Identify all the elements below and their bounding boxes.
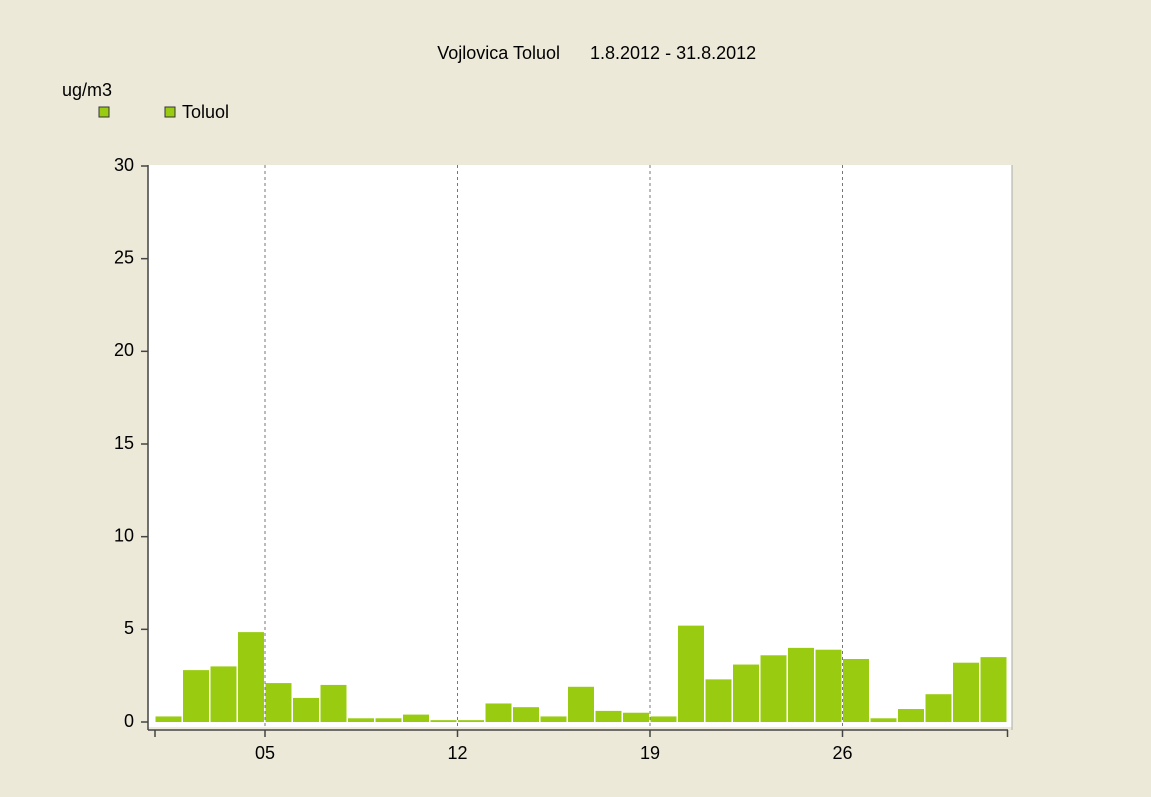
y-axis-label: ug/m3 bbox=[62, 80, 112, 100]
bar bbox=[238, 632, 264, 722]
bar bbox=[760, 655, 787, 722]
bar bbox=[595, 710, 622, 722]
bar bbox=[403, 714, 429, 722]
legend-swatch bbox=[164, 106, 176, 118]
bar bbox=[925, 694, 952, 722]
x-tick-label: 05 bbox=[255, 743, 275, 763]
bar bbox=[623, 712, 649, 722]
bar bbox=[788, 647, 814, 722]
x-tick-label: 19 bbox=[640, 743, 660, 763]
bar bbox=[320, 684, 347, 722]
y-tick-label: 0 bbox=[124, 711, 134, 731]
bar bbox=[210, 666, 237, 722]
bar bbox=[650, 716, 677, 722]
y-tick-label: 30 bbox=[114, 155, 134, 175]
bar bbox=[183, 670, 209, 722]
bar bbox=[815, 649, 842, 722]
y-tick-label: 15 bbox=[114, 433, 134, 453]
bar bbox=[348, 718, 374, 722]
bar bbox=[678, 625, 704, 722]
bar bbox=[430, 720, 457, 722]
bar bbox=[980, 657, 1007, 722]
bar bbox=[265, 683, 292, 722]
bar bbox=[870, 718, 897, 722]
bar bbox=[540, 716, 567, 722]
y-tick-label: 20 bbox=[114, 340, 134, 360]
y-tick-label: 25 bbox=[114, 247, 134, 267]
bar bbox=[155, 716, 182, 722]
y-tick-label: 10 bbox=[114, 525, 134, 545]
bar bbox=[898, 709, 924, 722]
bar bbox=[375, 718, 402, 722]
bar bbox=[843, 658, 869, 722]
chart-subtitle: 1.8.2012 - 31.8.2012 bbox=[590, 43, 756, 63]
plot-area bbox=[148, 165, 1012, 727]
legend-swatch-blank bbox=[98, 106, 110, 118]
legend-label: Toluol bbox=[182, 102, 229, 122]
x-tick-label: 12 bbox=[447, 743, 467, 763]
bar bbox=[568, 686, 594, 722]
bar bbox=[458, 720, 484, 722]
bar bbox=[293, 697, 319, 722]
bar bbox=[705, 679, 732, 722]
bar bbox=[485, 703, 512, 722]
bar bbox=[733, 664, 759, 722]
bar bbox=[513, 707, 539, 722]
bar bbox=[953, 662, 979, 722]
y-tick-label: 5 bbox=[124, 618, 134, 638]
x-tick-label: 26 bbox=[832, 743, 852, 763]
chart-title: Vojlovica Toluol bbox=[437, 43, 560, 63]
